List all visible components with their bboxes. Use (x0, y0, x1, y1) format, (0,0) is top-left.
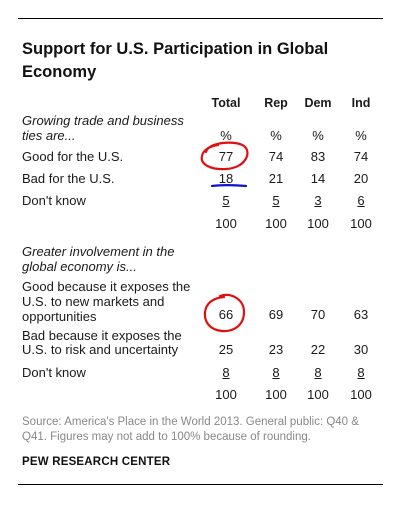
total-cell: 100 (350, 216, 372, 231)
table-cell: 14 (310, 171, 326, 186)
table-cell: 21 (268, 171, 284, 186)
row-label-good-because-line1: Good because it exposes the (22, 279, 191, 294)
table-cell: 69 (268, 307, 284, 322)
row-label-good-because-line2: U.S. to new markets and (22, 294, 165, 309)
table-cell: 8 (357, 365, 365, 380)
table-cell: 25 (218, 342, 234, 357)
row-label-good-for-us: Good for the U.S. (22, 149, 124, 164)
section2-intro-line1: Greater involvement in the (22, 244, 175, 259)
row-label-bad-because-line1: Bad because it exposes the (22, 328, 182, 343)
percent-sign: % (270, 128, 282, 143)
total-cell: 100 (265, 387, 287, 402)
table-cell: 30 (353, 342, 369, 357)
table-cell: 5 (272, 193, 280, 208)
table-cell: 77 (218, 149, 234, 164)
table-cell: 3 (314, 193, 322, 208)
row-label-dont-know: Don't know (22, 193, 86, 208)
table-cell: 5 (222, 193, 230, 208)
table-cell: 74 (353, 149, 369, 164)
section2-intro-line2: global economy is... (22, 259, 137, 274)
footer-credit: PEW RESEARCH CENTER (22, 456, 171, 468)
page-title: Support for U.S. Participation in Global… (22, 40, 329, 81)
total-cell: 100 (265, 216, 287, 231)
total-cell: 100 (215, 387, 237, 402)
table-cell: 22 (310, 342, 326, 357)
table-cell: 70 (310, 307, 326, 322)
table-cell: 20 (353, 171, 369, 186)
source-note: Source: America's Place in the World 201… (22, 416, 359, 443)
column-header-rep: Rep (264, 96, 288, 110)
top-rule (18, 18, 383, 19)
table-cell: 63 (353, 307, 369, 322)
column-header-total: Total (211, 96, 241, 110)
percent-sign: % (220, 128, 232, 143)
table-cell: 18 (218, 171, 234, 186)
column-header-dem: Dem (304, 96, 332, 110)
percent-sign: % (355, 128, 367, 143)
bottom-rule (18, 484, 383, 485)
table-cell: 23 (268, 342, 284, 357)
row-label-bad-because-line2: U.S. to risk and uncertainty (22, 342, 179, 357)
total-cell: 100 (350, 387, 372, 402)
table-cell: 8 (314, 365, 322, 380)
section1-intro-line2: ties are... (22, 128, 76, 143)
column-header-ind: Ind (351, 96, 371, 110)
table-cell: 83 (310, 149, 326, 164)
table-cell: 8 (272, 365, 280, 380)
table-cell: 66 (218, 307, 234, 322)
total-cell: 100 (307, 387, 329, 402)
total-cell: 100 (215, 216, 237, 231)
table-cell: 8 (222, 365, 230, 380)
table-cell: 74 (268, 149, 284, 164)
percent-sign: % (312, 128, 324, 143)
row-label-bad-for-us: Bad for the U.S. (22, 171, 115, 186)
section1-intro-line1: Growing trade and business (22, 113, 184, 128)
row-label-dont-know: Don't know (22, 365, 86, 380)
total-cell: 100 (307, 216, 329, 231)
row-label-good-because-line3: opportunities (22, 309, 97, 324)
table-cell: 6 (357, 193, 365, 208)
